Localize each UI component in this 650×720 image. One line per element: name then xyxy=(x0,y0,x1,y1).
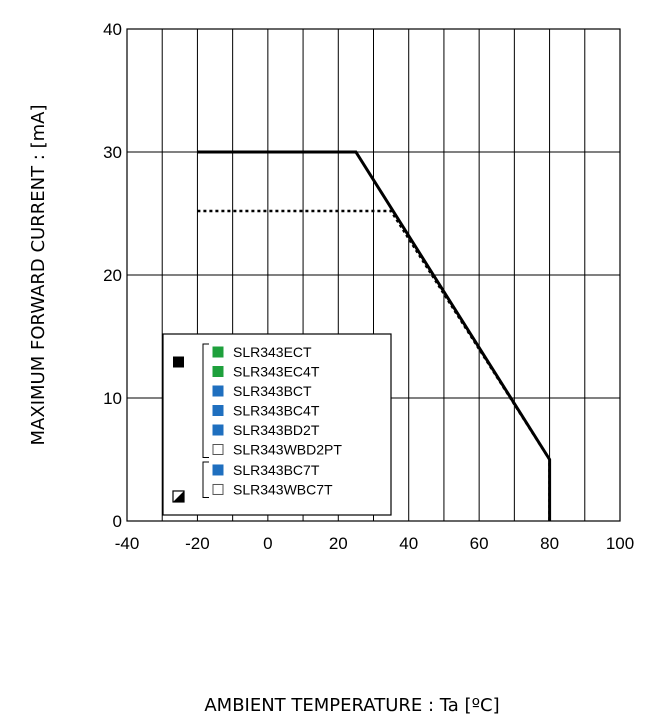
y-tick-label: 40 xyxy=(103,20,122,39)
legend-item-label: SLR343BCT xyxy=(233,383,312,399)
x-tick-label: 20 xyxy=(329,534,348,553)
legend-swatch xyxy=(212,366,224,377)
legend-swatch xyxy=(212,385,224,397)
legend-swatch xyxy=(212,405,224,416)
legend-swatch xyxy=(212,483,224,495)
legend-item-label: SLR343EC4T xyxy=(233,364,320,380)
legend-bracket xyxy=(202,343,209,458)
x-tick-label: 0 xyxy=(263,534,272,553)
x-tick-label: -20 xyxy=(185,534,210,553)
y-tick-label: 10 xyxy=(103,389,122,408)
y-axis-title: MAXIMUM FORWARD CURRENT : [mA] xyxy=(28,105,49,446)
legend-item-label: SLR343BC4T xyxy=(233,403,320,419)
legend: SLR343ECT SLR343EC4T SLR343BCT SLR343BC4T SL… xyxy=(162,333,392,516)
plot-frame xyxy=(126,28,621,522)
legend-item-label: SLR343ECT xyxy=(233,344,312,360)
x-tick-label: -40 xyxy=(115,534,140,553)
legend-item-label: SLR343BD2T xyxy=(233,422,320,438)
y-tick-label: 20 xyxy=(103,266,122,285)
x-tick-label: 40 xyxy=(399,534,418,553)
legend-item-label: SLR343BC7T xyxy=(233,462,320,478)
legend-bracket xyxy=(202,461,209,498)
legend-box xyxy=(162,333,392,516)
plot-border xyxy=(126,28,621,522)
x-axis-title: AMBIENT TEMPERATURE : Ta [ºC] xyxy=(204,695,499,716)
legend-group-marker-half-fill xyxy=(173,490,184,502)
legend-swatch xyxy=(212,346,224,358)
y-tick-label: 30 xyxy=(103,143,122,162)
tick-labels: -40 -20 0 20 40 60 80 100 0 10 20 30 40 xyxy=(103,20,634,553)
legend-swatch xyxy=(212,424,224,436)
legend-item-label: SLR343WBD2PT xyxy=(233,442,342,458)
y-tick-label: 0 xyxy=(113,512,122,531)
legend-swatch xyxy=(212,464,224,476)
legend-item-label: SLR343WBC7T xyxy=(233,481,333,497)
legend-group-marker-solid xyxy=(173,356,184,368)
x-tick-label: 60 xyxy=(470,534,489,553)
series-line-dotted xyxy=(197,209,551,521)
series-layer xyxy=(197,150,552,521)
legend-swatch xyxy=(212,444,224,455)
x-tick-label: 100 xyxy=(606,534,634,553)
x-tick-label: 80 xyxy=(540,534,559,553)
